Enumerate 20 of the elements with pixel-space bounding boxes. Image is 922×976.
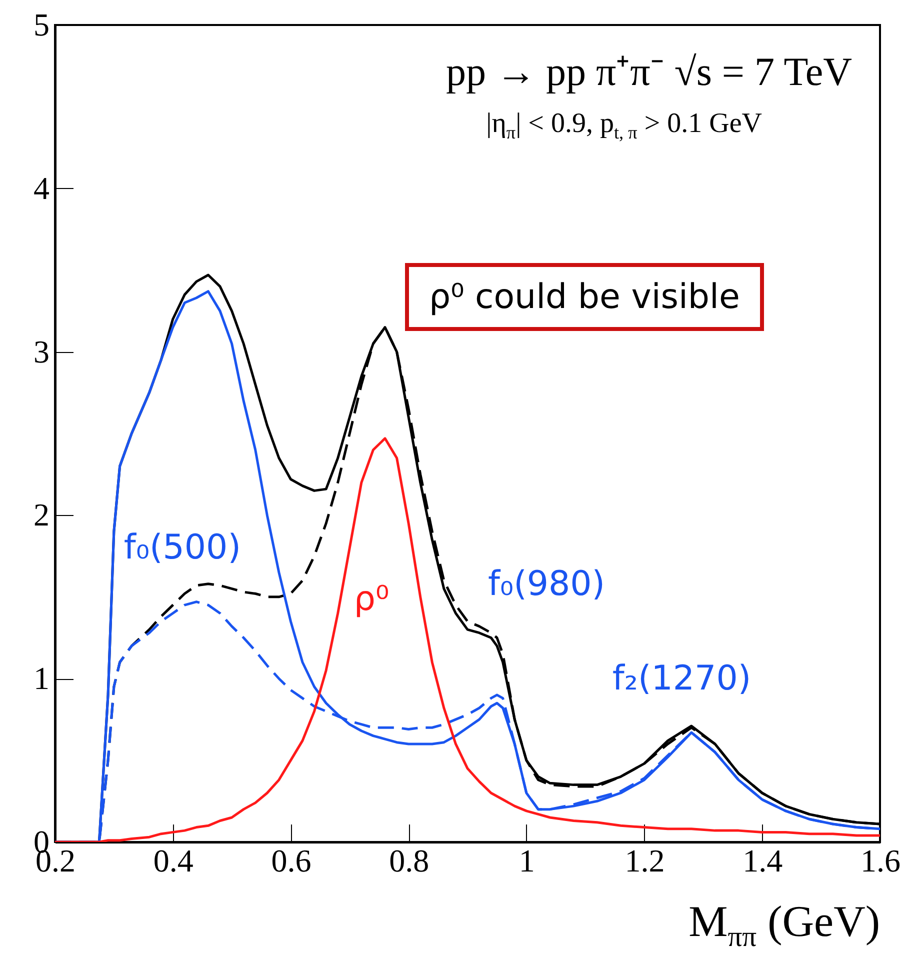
x-tick-label: 1.6: [860, 842, 900, 878]
y-tick-label: 1: [34, 660, 50, 696]
text: |η$_{π}$| < 0.9, p$_{t, π}$ > 0.1 GeV: [486, 108, 762, 144]
text: pp → pp π⁺π⁻ √s = 7 TeV: [446, 48, 852, 96]
x-axis-title: M$_{ππ}$ (GeV): [688, 896, 880, 954]
annotation: ρ⁰: [354, 579, 390, 620]
annotation: ρ⁰ could be visible: [405, 263, 764, 331]
annotation: f₀(500): [124, 528, 241, 568]
x-tick-label: 1.2: [624, 842, 665, 878]
y-tick-label: 2: [34, 496, 50, 533]
y-tick-label: 5: [34, 6, 50, 42]
annotation: f₂(1270): [612, 658, 752, 699]
x-tick-label: 0.6: [271, 842, 312, 878]
x-tick-label: 0.8: [389, 842, 430, 878]
x-tick-label: 1: [518, 842, 535, 878]
y-tick-label: 4: [34, 170, 50, 206]
y-tick-label: 3: [34, 333, 50, 370]
annotation: f₀(980): [488, 564, 605, 604]
x-tick-label: 1.4: [742, 842, 783, 878]
x-tick-label: 0.4: [153, 842, 194, 878]
